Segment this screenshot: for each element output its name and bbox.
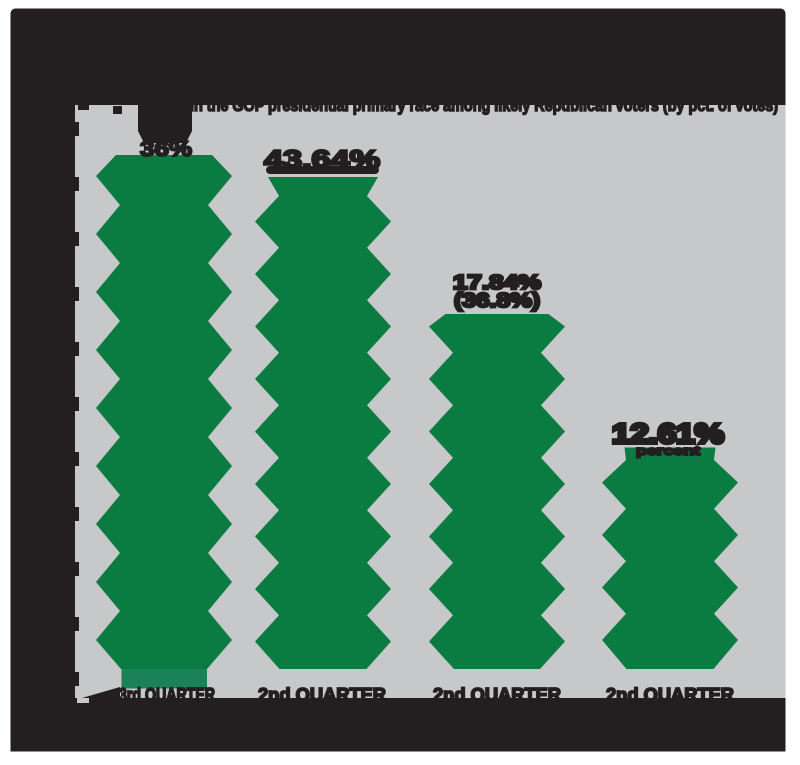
svg-text:36%: 36% bbox=[140, 138, 192, 161]
svg-text:2nd QUARTER: 2nd QUARTER bbox=[433, 684, 561, 705]
svg-text:2nd QUARTER: 2nd QUARTER bbox=[606, 684, 734, 705]
svg-text:percent: percent bbox=[636, 443, 701, 458]
svg-text:2nd QUARTER: 2nd QUARTER bbox=[258, 684, 386, 705]
svg-text:17.84%: 17.84% bbox=[453, 272, 541, 294]
svg-text:(36.8%): (36.8%) bbox=[454, 290, 540, 312]
svg-text:3rd QUARTER: 3rd QUARTER bbox=[119, 684, 215, 705]
svg-text:in the GOP presidential primar: in the GOP presidential primary race amo… bbox=[190, 96, 778, 115]
svg-text:12.61%: 12.61% bbox=[612, 418, 724, 449]
